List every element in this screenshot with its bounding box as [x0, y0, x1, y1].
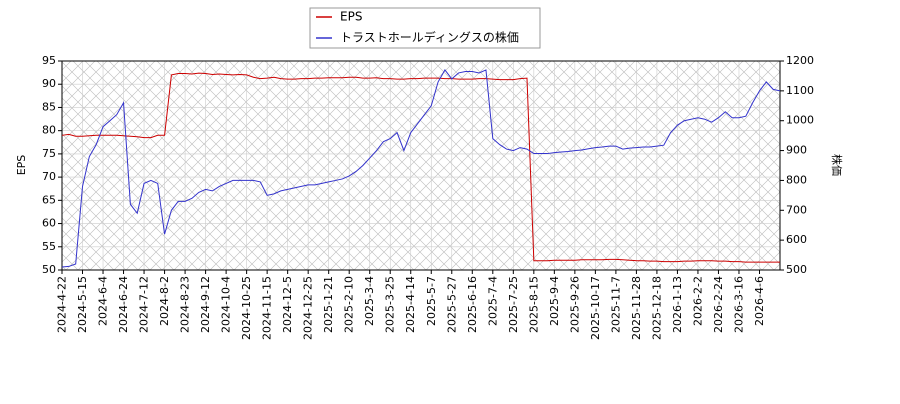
y-tick-label: 50	[42, 263, 56, 276]
x-tick-label: 2025-4-14	[404, 276, 417, 333]
x-tick-label: 2025-3-25	[384, 276, 397, 333]
y2-tick-label: 600	[786, 233, 807, 246]
x-tick-label: 2024-10-4	[220, 276, 233, 333]
y-tick-label: 90	[42, 77, 56, 90]
y2-tick-label: 1200	[786, 54, 814, 67]
x-tick-label: 2024-9-12	[199, 276, 212, 333]
legend-label: EPS	[340, 10, 362, 24]
y2-tick-label: 900	[786, 144, 807, 157]
y-tick-label: 70	[42, 170, 56, 183]
y-tick-label: 55	[42, 240, 56, 253]
y2-axis-label: 株価	[830, 154, 844, 176]
y-tick-label: 95	[42, 54, 56, 67]
x-tick-label: 2025-5-7	[425, 276, 438, 326]
y-tick-label: 60	[42, 217, 56, 230]
x-tick-label: 2024-6-24	[117, 276, 130, 333]
legend-label: トラストホールディングスの株価	[340, 30, 519, 45]
x-tick-label: 2024-12-5	[281, 276, 294, 333]
x-tick-label: 2025-6-16	[466, 276, 479, 333]
x-tick-label: 2024-11-15	[261, 276, 274, 340]
x-tick-label: 2025-9-4	[548, 276, 561, 326]
x-tick-label: 2025-7-25	[507, 276, 520, 333]
x-tick-label: 2026-2-2	[691, 276, 704, 326]
y2-tick-label: 500	[786, 263, 807, 276]
plot-frame	[61, 60, 781, 271]
x-tick-label: 2024-7-12	[138, 276, 151, 333]
x-tick-label: 2025-8-15	[527, 276, 540, 333]
x-tick-label: 2024-12-25	[302, 276, 315, 340]
y-tick-label: 80	[42, 124, 56, 137]
plot-background	[62, 61, 780, 270]
y-axis-label: EPS	[15, 155, 28, 176]
x-tick-label: 2025-9-26	[568, 276, 581, 333]
x-tick-label: 2024-4-22	[56, 276, 69, 333]
y-tick-label: 65	[42, 193, 56, 206]
x-tick-label: 2025-5-27	[445, 276, 458, 333]
y-tick-label: 85	[42, 100, 56, 113]
x-tick-label: 2025-10-17	[589, 276, 602, 340]
x-tick-label: 2025-11-7	[609, 276, 622, 333]
legend-box	[309, 7, 541, 49]
x-tick-label: 2025-3-4	[363, 276, 376, 326]
legend: EPS トラストホールディングスの株価	[309, 7, 541, 49]
x-tick-label: 2026-4-6	[753, 276, 766, 326]
x-tick-label: 2025-11-28	[630, 276, 643, 340]
y2-tick-label: 800	[786, 173, 807, 186]
x-tick-label: 2026-1-13	[671, 276, 684, 333]
x-tick-label: 2024-8-23	[179, 276, 192, 333]
y2-tick-label: 1000	[786, 114, 814, 127]
x-tick-label: 2025-7-4	[486, 276, 499, 326]
x-tick-label: 2026-3-16	[732, 276, 745, 333]
y2-tick-label: 700	[786, 203, 807, 216]
x-tick-label: 2024-5-15	[76, 276, 89, 333]
y2-tick-label: 1100	[786, 84, 814, 97]
x-tick-label: 2025-12-18	[650, 276, 663, 340]
x-tick-label: 2024-6-4	[97, 276, 110, 326]
x-tick-label: 2024-10-25	[240, 276, 253, 340]
series-line	[61, 69, 781, 268]
x-tick-label: 2024-8-2	[158, 276, 171, 326]
x-tick-label: 2025-2-10	[343, 276, 356, 333]
y-tick-label: 75	[42, 147, 56, 160]
series-line	[61, 72, 780, 263]
x-tick-label: 2026-2-24	[712, 276, 725, 333]
x-tick-label: 2025-1-21	[322, 276, 335, 333]
